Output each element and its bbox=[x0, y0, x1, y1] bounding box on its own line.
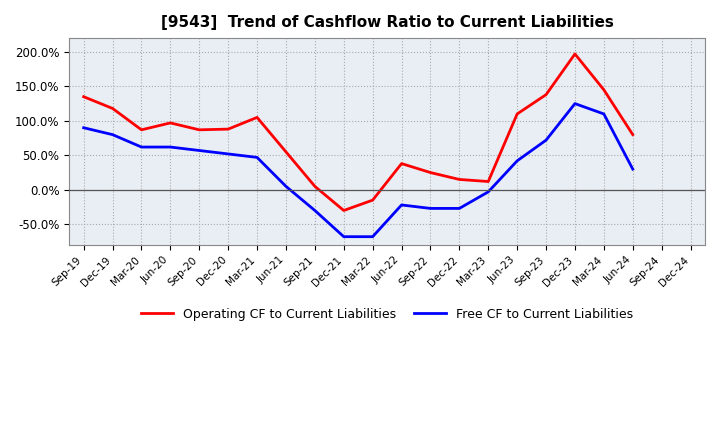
Operating CF to Current Liabilities bbox=[339, 208, 348, 213]
Operating CF to Current Liabilities bbox=[426, 170, 435, 175]
Operating CF to Current Liabilities bbox=[629, 132, 637, 137]
Free CF to Current Liabilities bbox=[426, 206, 435, 211]
Free CF to Current Liabilities bbox=[339, 234, 348, 239]
Free CF to Current Liabilities bbox=[541, 138, 550, 143]
Free CF to Current Liabilities bbox=[224, 151, 233, 157]
Operating CF to Current Liabilities bbox=[195, 127, 204, 132]
Operating CF to Current Liabilities bbox=[108, 106, 117, 111]
Line: Free CF to Current Liabilities: Free CF to Current Liabilities bbox=[84, 103, 633, 237]
Operating CF to Current Liabilities bbox=[282, 149, 290, 154]
Free CF to Current Liabilities bbox=[253, 155, 261, 160]
Operating CF to Current Liabilities bbox=[224, 126, 233, 132]
Operating CF to Current Liabilities bbox=[310, 184, 319, 189]
Operating CF to Current Liabilities bbox=[571, 51, 580, 57]
Free CF to Current Liabilities bbox=[166, 144, 175, 150]
Free CF to Current Liabilities bbox=[310, 208, 319, 213]
Free CF to Current Liabilities bbox=[195, 148, 204, 153]
Free CF to Current Liabilities bbox=[484, 189, 492, 194]
Operating CF to Current Liabilities bbox=[397, 161, 406, 166]
Free CF to Current Liabilities bbox=[600, 111, 608, 117]
Operating CF to Current Liabilities bbox=[541, 92, 550, 97]
Free CF to Current Liabilities bbox=[571, 101, 580, 106]
Free CF to Current Liabilities bbox=[369, 234, 377, 239]
Legend: Operating CF to Current Liabilities, Free CF to Current Liabilities: Operating CF to Current Liabilities, Fre… bbox=[136, 303, 638, 326]
Operating CF to Current Liabilities bbox=[513, 111, 521, 117]
Free CF to Current Liabilities bbox=[513, 158, 521, 164]
Operating CF to Current Liabilities bbox=[455, 177, 464, 182]
Free CF to Current Liabilities bbox=[108, 132, 117, 137]
Operating CF to Current Liabilities bbox=[166, 120, 175, 125]
Free CF to Current Liabilities bbox=[455, 206, 464, 211]
Operating CF to Current Liabilities bbox=[484, 179, 492, 184]
Free CF to Current Liabilities bbox=[79, 125, 88, 130]
Operating CF to Current Liabilities bbox=[79, 94, 88, 99]
Operating CF to Current Liabilities bbox=[137, 127, 145, 132]
Operating CF to Current Liabilities bbox=[369, 198, 377, 203]
Title: [9543]  Trend of Cashflow Ratio to Current Liabilities: [9543] Trend of Cashflow Ratio to Curren… bbox=[161, 15, 613, 30]
Operating CF to Current Liabilities bbox=[253, 115, 261, 120]
Operating CF to Current Liabilities bbox=[600, 87, 608, 92]
Free CF to Current Liabilities bbox=[282, 184, 290, 189]
Line: Operating CF to Current Liabilities: Operating CF to Current Liabilities bbox=[84, 54, 633, 210]
Free CF to Current Liabilities bbox=[629, 166, 637, 172]
Free CF to Current Liabilities bbox=[397, 202, 406, 208]
Free CF to Current Liabilities bbox=[137, 144, 145, 150]
